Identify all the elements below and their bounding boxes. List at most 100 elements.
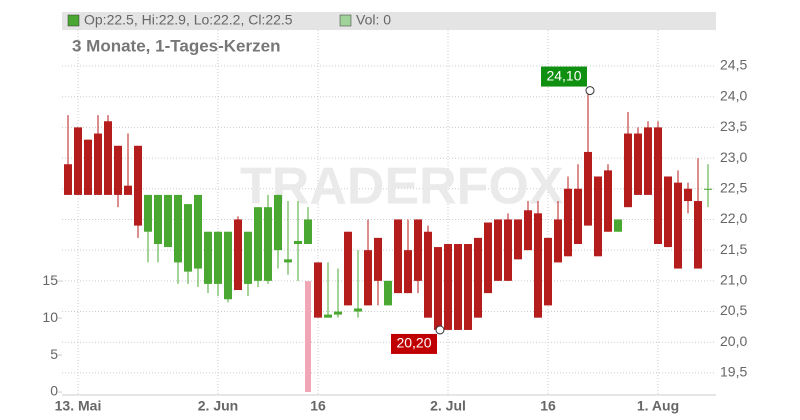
candle-body: [214, 231, 222, 284]
candle-body: [514, 219, 522, 260]
x-tick-label: 16: [310, 398, 326, 414]
volume-tick-label: 5: [50, 346, 58, 362]
candle-body: [544, 237, 552, 306]
candle-body: [244, 231, 252, 284]
candle-body: [694, 201, 702, 269]
candle-body: [354, 308, 362, 312]
candle-body: [404, 250, 412, 294]
annotation-label: 24,10: [546, 67, 581, 83]
candle-body: [384, 280, 392, 306]
legend-volume: Vol: 0: [356, 12, 391, 28]
candle-body: [524, 210, 532, 251]
annotation-marker: [435, 325, 445, 335]
candle-body: [254, 207, 262, 281]
y-tick-label: 22,5: [720, 179, 747, 195]
candle-body: [74, 127, 82, 195]
candle-body: [454, 244, 462, 330]
candle-body: [124, 185, 132, 195]
legend-swatch: [67, 14, 80, 27]
candle-body: [284, 259, 292, 263]
candle-body: [414, 219, 422, 281]
y-tick-label: 20,5: [720, 302, 747, 318]
candle-body: [154, 194, 162, 245]
candle-body: [394, 219, 402, 294]
candle-body: [84, 139, 92, 195]
candle-body: [134, 145, 142, 226]
watermark: TRADERFOX: [240, 158, 564, 216]
candle-body: [374, 237, 382, 281]
y-tick-label: 24,5: [720, 57, 747, 73]
candle-body: [324, 314, 332, 318]
y-tick-label: 22,0: [720, 210, 747, 226]
annotation-box: [391, 333, 437, 354]
subtitle: 3 Monate, 1-Tages-Kerzen: [72, 36, 280, 55]
annotation-label: 20,20: [396, 335, 431, 351]
candle-body: [584, 151, 592, 226]
candle-body: [364, 250, 372, 306]
candle-body: [314, 262, 322, 318]
candle-body: [664, 176, 672, 248]
volume-tick-label: 15: [42, 272, 58, 288]
y-tick-label: 21,0: [720, 272, 747, 288]
candle-body: [234, 219, 242, 291]
y-tick-label: 24,0: [720, 87, 747, 103]
candle-body: [184, 204, 192, 272]
candle-body: [174, 194, 182, 263]
y-tick-label: 21,5: [720, 241, 747, 257]
x-tick-label: 2. Jun: [198, 398, 238, 414]
y-tick-label: 23,0: [720, 149, 747, 165]
candle-body: [474, 237, 482, 318]
candle-body: [564, 188, 572, 257]
candle-body: [554, 219, 562, 263]
candle-body: [624, 133, 632, 208]
candle-body: [94, 133, 102, 195]
volume-bar: [305, 281, 311, 393]
annotation-marker: [585, 86, 595, 96]
candle-body: [434, 247, 442, 330]
candle-body: [144, 194, 152, 232]
volume-tick-label: 0: [50, 383, 58, 399]
volume-tick-label: 10: [42, 309, 58, 325]
candle-body: [164, 194, 172, 248]
candle-body: [194, 194, 202, 269]
candle-body: [344, 231, 352, 306]
candle-body: [654, 127, 662, 245]
candle-body: [534, 213, 542, 318]
candle-body: [224, 231, 232, 300]
legend-bar: [62, 12, 716, 30]
candle-body: [704, 188, 712, 190]
candle-body: [594, 176, 602, 257]
candle-body: [114, 145, 122, 195]
x-tick-label: 16: [540, 398, 556, 414]
candle-body: [274, 194, 282, 251]
candle-body: [64, 164, 72, 195]
candle-body: [484, 222, 492, 294]
candle-body: [494, 219, 502, 281]
annotation-box: [541, 66, 587, 87]
candle-body: [294, 240, 302, 245]
candle-body: [574, 188, 582, 245]
y-tick-label: 20,0: [720, 333, 747, 349]
candle-body: [634, 133, 642, 195]
candle-body: [684, 188, 692, 202]
candle-body: [334, 311, 342, 315]
x-tick-label: 2. Jul: [430, 398, 466, 414]
y-tick-label: 23,5: [720, 118, 747, 134]
candle-body: [264, 207, 272, 281]
candle-body: [504, 219, 512, 281]
candle-body: [444, 244, 452, 330]
candle-body: [304, 219, 312, 245]
x-tick-label: 13. Mai: [55, 398, 102, 414]
legend-ohlc: Op:22.5, Hi:22.9, Lo:22.2, Cl:22.5: [84, 12, 293, 28]
candle-body: [204, 231, 212, 284]
y-tick-label: 19,5: [720, 364, 747, 380]
candle-body: [604, 170, 612, 232]
candle-body: [104, 121, 112, 195]
candle-body: [424, 231, 432, 318]
candle-body: [464, 244, 472, 330]
legend-swatch: [339, 14, 352, 27]
candle-body: [674, 182, 682, 269]
candle-body: [644, 127, 652, 195]
x-tick-label: 1. Aug: [637, 398, 679, 414]
